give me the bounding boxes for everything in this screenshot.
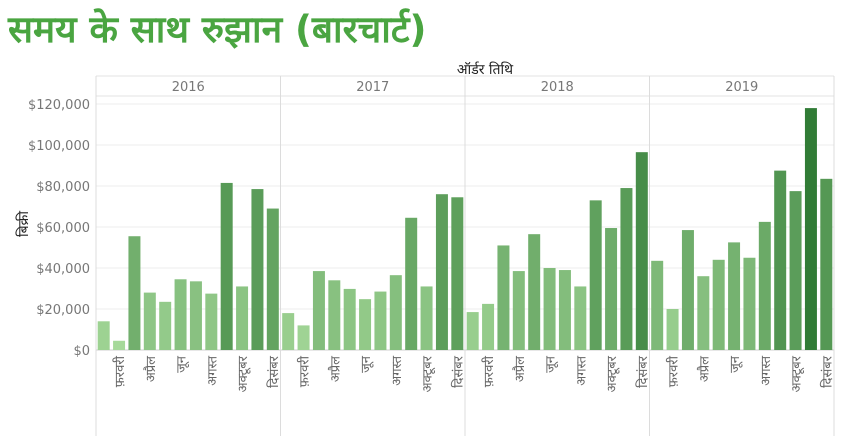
year-label: 2016 [172,80,205,95]
bar [374,291,387,350]
bar [343,288,356,350]
bar [420,286,433,350]
bar [282,313,295,350]
y-tick-label: $60,000 [36,221,90,236]
y-tick-label: $20,000 [36,303,90,318]
month-tick-label: अक्टूबर [605,355,620,392]
bar [297,325,310,350]
bar [405,217,418,350]
bar [389,275,402,350]
bar [482,303,495,350]
month-tick-label: अक्टूबर [790,355,805,392]
bar [666,309,679,350]
month-tick-label: जून [359,355,374,373]
month-tick-label: अगस्त [574,355,589,385]
month-tick-label: अप्रैल [696,356,712,382]
bar [758,221,771,350]
bar [251,189,264,350]
y-tick-label: $100,000 [28,139,90,154]
bar [159,301,172,350]
y-tick-label: $0 [73,344,90,359]
bar [558,270,571,350]
y-tick-label: $120,000 [28,98,90,113]
month-tick-label: अप्रैल [143,356,159,382]
bar [236,286,249,350]
month-tick-label: फ़रवरी [666,355,682,387]
month-tick-label: दिसंबर [819,355,835,387]
x-axis-title: ऑर्डर तिथि [456,62,514,78]
bar [512,271,525,350]
bar [697,276,710,350]
bar [497,245,510,350]
bar [174,279,187,350]
bar [543,268,556,350]
month-tick-label: फ़रवरी [297,355,313,387]
bar [312,271,325,350]
month-tick-label: अगस्त [759,355,774,385]
bar [743,257,756,350]
bar [143,292,156,350]
bar [189,281,202,350]
bar [820,178,833,350]
bar [113,340,126,350]
bar [220,182,233,350]
month-tick-label: जून [544,355,559,373]
month-tick-label: अक्टूबर [236,355,251,392]
month-tick-label: दिसंबर [450,355,466,387]
bar [205,293,218,350]
bar [774,170,787,350]
bar [620,188,633,350]
month-tick-label: अप्रैल [327,356,343,382]
month-tick-label: जून [175,355,190,373]
month-tick-label: दिसंबर [266,355,282,387]
year-label: 2019 [725,80,758,95]
month-tick-label: जून [728,355,743,373]
month-tick-label: अगस्त [390,355,405,385]
bar [435,194,448,350]
y-tick-label: $40,000 [36,262,90,277]
month-tick-label: फ़रवरी [112,355,128,387]
bar [681,230,694,350]
month-tick-label: फ़रवरी [481,355,497,387]
bar [605,228,618,350]
bar [451,197,464,350]
month-tick-label: अप्रैल [512,356,528,382]
bar [804,108,817,350]
bar [359,299,372,350]
bar [651,260,664,350]
month-tick-label: अक्टूबर [421,355,436,392]
month-tick-label: दिसंबर [635,355,651,387]
bar [712,259,725,350]
bar [789,191,802,350]
chart-title: समय के साथ रुझान (बारचार्ट) [8,8,427,51]
bar [589,200,602,350]
year-label: 2018 [541,80,574,95]
bar [574,286,587,350]
bar [728,242,741,350]
bar [266,208,279,350]
year-label: 2017 [356,80,389,95]
y-tick-label: $80,000 [36,180,90,195]
bar [328,280,341,350]
bar [635,152,648,350]
bar [466,312,479,350]
bar [97,321,110,350]
bar [128,236,141,350]
month-tick-label: अगस्त [205,355,220,385]
bar [528,234,541,350]
